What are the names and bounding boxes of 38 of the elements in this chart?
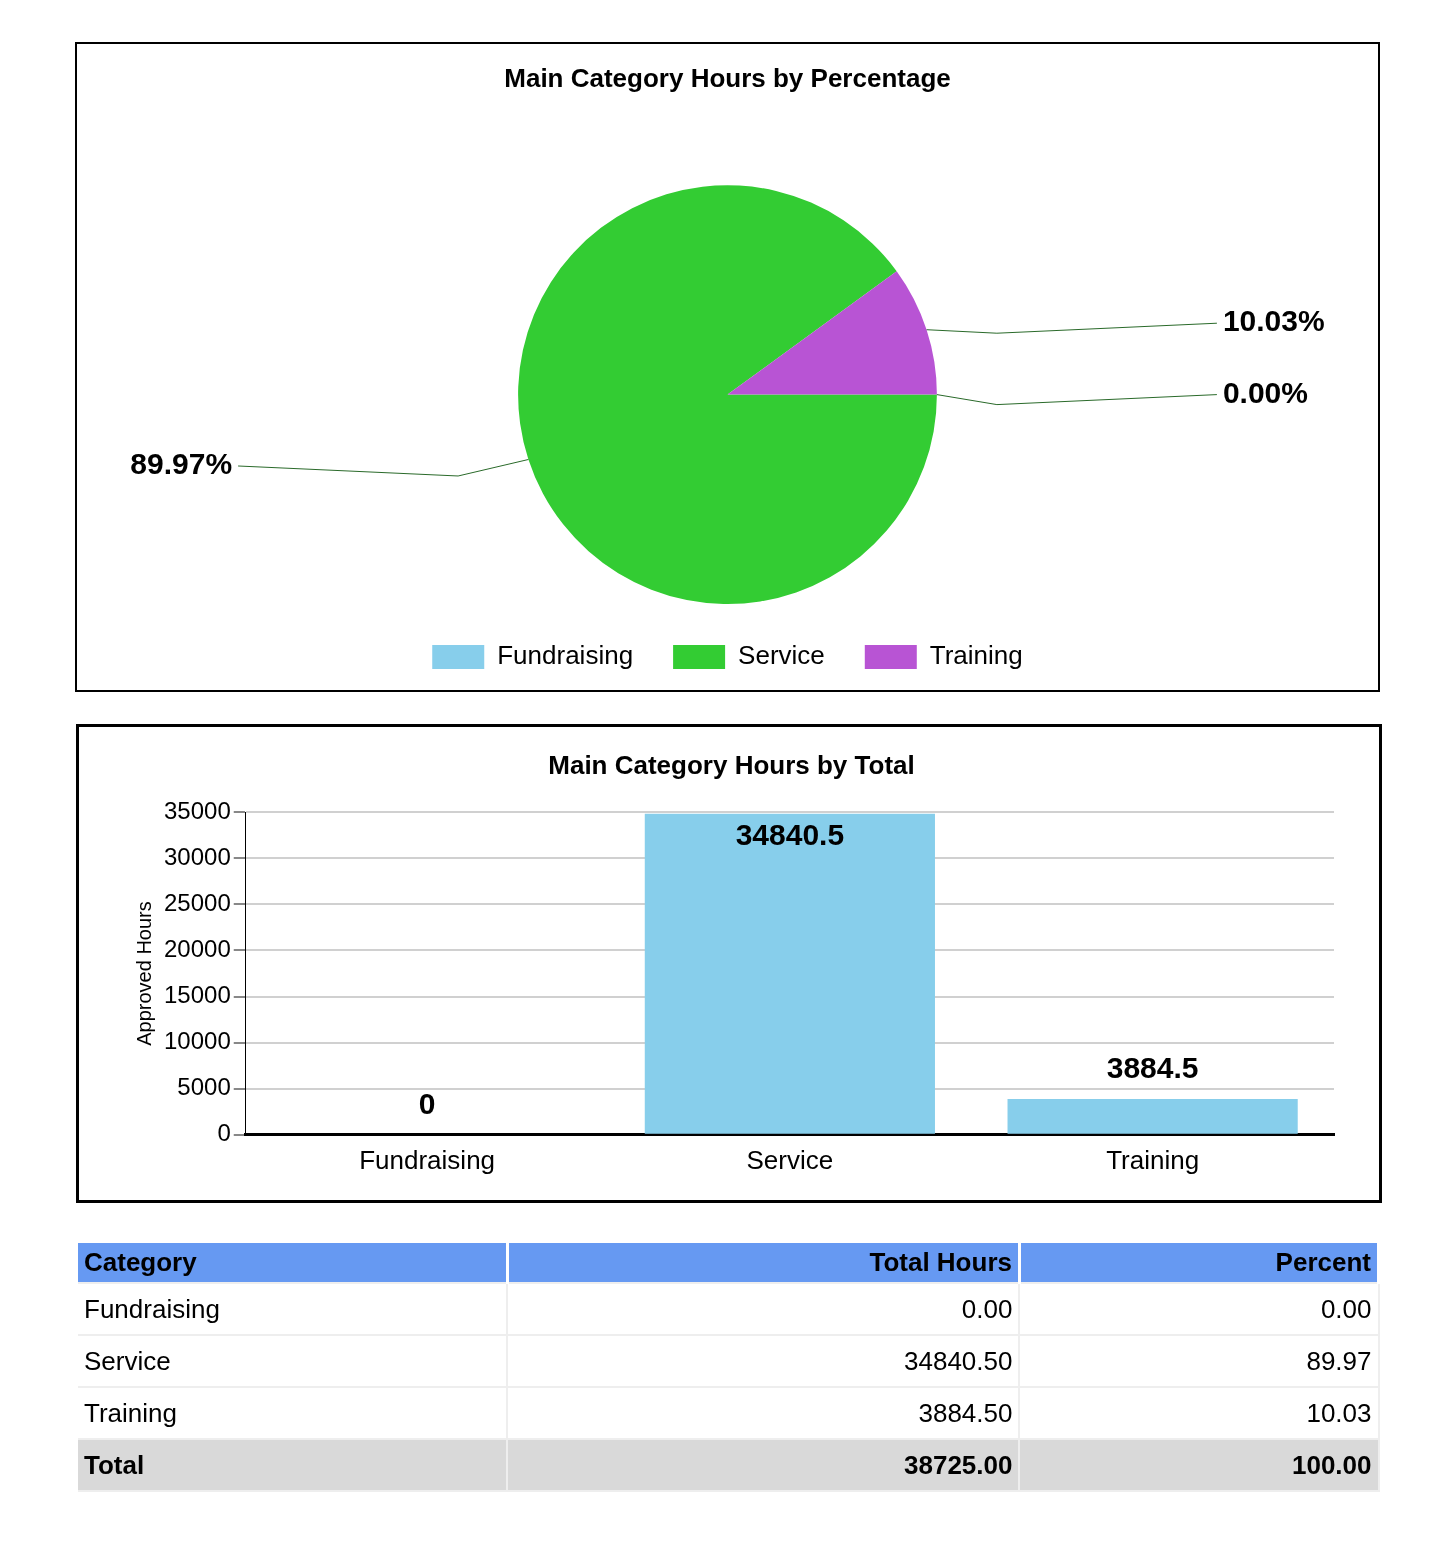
legend-label: Training [929,640,1023,671]
y-tick-label: 0 [217,1119,231,1147]
y-tick-label: 5000 [177,1073,231,1101]
text: Total Hours [507,1243,1020,1283]
data-label: 34840.5 [735,817,845,851]
data-label: 89.97 [1019,1335,1379,1387]
y-tick-label: 25000 [163,889,231,916]
y-tick-label: 10000 [163,1027,231,1055]
text: 0.00% [1222,375,1308,409]
legend-label: Service [738,640,825,671]
text: Category [78,1243,508,1283]
y-tick-label: 15000 [163,981,231,1009]
text: Percent [1019,1243,1379,1283]
data-label: 3884.50 [507,1387,1020,1439]
x-tick-label: Fundraising [359,1144,496,1175]
data-label: 89.97% [130,447,233,481]
category-label: Fundraising [78,1283,508,1335]
x-tick-label: Service [746,1144,834,1175]
y-tick-label: 30000 [163,842,231,870]
data-label: 0 [418,1087,436,1121]
data-label: 10.03 [1019,1387,1379,1439]
text: 100.00 [1291,1449,1372,1480]
data-label: 0.00 [1019,1283,1379,1335]
y-tick-label: 20000 [163,935,231,963]
category-label: Service [78,1335,508,1387]
x-tick-label: Training [1106,1144,1200,1175]
category-label: Training [78,1387,508,1439]
text: Total [78,1439,508,1491]
data-label: 34840.50 [507,1335,1020,1387]
data-label: 10.03% [1222,304,1325,338]
y-axis-title: Approved Hours [132,901,155,1046]
y-tick-label: 35000 [163,796,231,824]
text: 38725.00 [904,1449,1013,1480]
data-label: 3884.5 [1106,1051,1199,1085]
chart-title: Main Category Hours by Total [548,749,915,780]
legend-label: Fundraising [497,640,634,671]
data-label: 0.00 [507,1283,1020,1335]
chart-title: Main Category Hours by Percentage [504,62,951,93]
